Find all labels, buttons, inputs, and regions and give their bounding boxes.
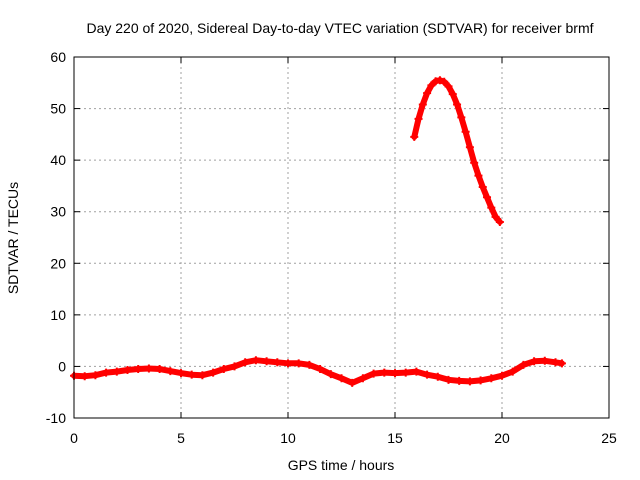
x-tick-label: 10: [280, 430, 296, 446]
data-point: [487, 374, 496, 383]
data-point: [444, 375, 453, 384]
data-point: [219, 365, 228, 374]
data-point: [209, 368, 218, 377]
series-high-arc: [410, 76, 504, 227]
data-point: [251, 356, 260, 365]
data-point: [337, 374, 346, 383]
data-point: [187, 370, 196, 379]
plot-frame: [73, 56, 610, 419]
data-point: [418, 100, 427, 109]
data-point: [410, 132, 419, 141]
data-point: [519, 360, 528, 369]
data-point: [305, 360, 314, 369]
data-point: [102, 368, 111, 377]
data-point: [80, 372, 89, 381]
data-point: [423, 370, 432, 379]
data-point: [540, 356, 549, 365]
data-point: [557, 359, 566, 368]
data-point: [495, 218, 504, 227]
data-point: [474, 171, 483, 180]
data-point: [316, 365, 325, 374]
data-point: [431, 77, 440, 86]
data-point: [433, 372, 442, 381]
data-point: [530, 357, 539, 366]
y-tick-label: 40: [50, 152, 66, 168]
data-point: [348, 378, 357, 387]
x-tick-label: 0: [70, 430, 78, 446]
x-tick-label: 25: [601, 430, 617, 446]
data-point: [470, 158, 479, 167]
data-point: [230, 362, 239, 371]
data-point: [491, 212, 500, 221]
data-point: [177, 369, 185, 378]
x-tick-label: 20: [494, 430, 510, 446]
data-point: [423, 89, 432, 98]
data-point: [412, 367, 421, 376]
data-point: [444, 82, 453, 91]
x-tick-label: 5: [177, 430, 185, 446]
data-point: [369, 369, 378, 378]
data-point: [457, 113, 466, 122]
data-point: [483, 193, 492, 202]
data-point: [461, 127, 470, 136]
data-point: [478, 182, 487, 191]
x-tick-label: 15: [387, 430, 403, 446]
y-tick-label: 20: [50, 255, 66, 271]
data-point: [435, 76, 444, 85]
data-point: [262, 357, 271, 366]
data-point: [465, 143, 474, 152]
data-point: [508, 367, 517, 376]
y-tick-label: 10: [50, 307, 66, 323]
data-point: [476, 376, 485, 385]
data-point: [498, 371, 506, 380]
data-point: [166, 367, 175, 376]
data-series: [70, 76, 566, 387]
y-tick-label: 30: [50, 204, 66, 220]
x-axis-label: GPS time / hours: [288, 457, 395, 473]
data-point: [455, 376, 464, 385]
y-tick-label: -10: [46, 410, 66, 426]
data-point: [358, 374, 367, 383]
data-point: [465, 377, 474, 386]
data-point: [144, 364, 153, 373]
data-point: [414, 114, 423, 123]
data-point: [427, 81, 436, 90]
data-point: [112, 367, 121, 376]
y-tick-label: 60: [50, 49, 66, 65]
data-point: [551, 358, 560, 367]
data-point: [440, 77, 449, 86]
data-point: [123, 366, 132, 375]
data-point: [453, 100, 462, 109]
data-point: [487, 203, 496, 212]
data-point: [391, 369, 399, 378]
data-point: [241, 358, 250, 367]
data-point: [134, 365, 143, 374]
y-axis-label: SDTVAR / TECUs: [5, 182, 21, 294]
y-tick-label: 50: [50, 101, 66, 117]
data-point: [401, 368, 410, 377]
data-point: [294, 359, 303, 368]
data-point: [198, 371, 207, 380]
data-point: [380, 368, 389, 377]
series-low-arc: [70, 356, 566, 387]
y-tick-label: 0: [58, 358, 66, 374]
chart-title: Day 220 of 2020, Sidereal Day-to-day VTE…: [86, 20, 593, 36]
data-point: [284, 359, 292, 368]
data-point: [448, 90, 457, 99]
data-point: [155, 365, 164, 374]
data-point: [273, 358, 282, 367]
data-point: [91, 371, 100, 380]
data-point: [326, 370, 335, 379]
